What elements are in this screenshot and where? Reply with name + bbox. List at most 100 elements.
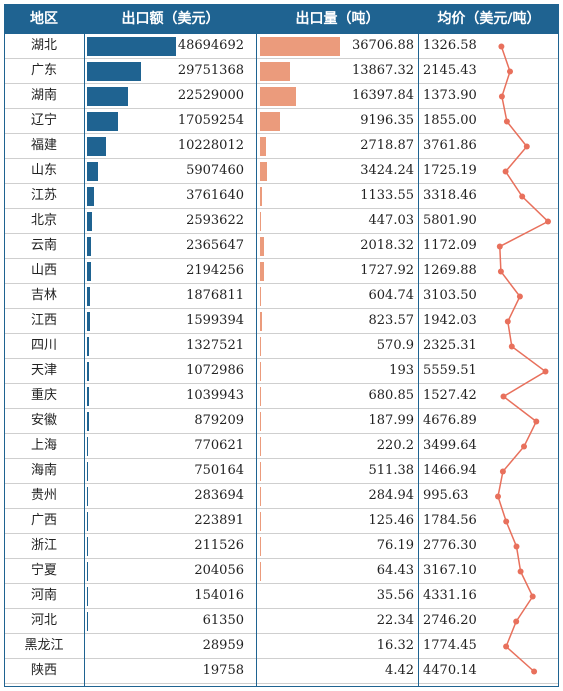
price-sparkline-line: [497, 46, 550, 673]
export-value-cell: 1876811: [186, 288, 244, 303]
export-qty-cell: 187.99: [368, 413, 415, 428]
export-qty-cell: 570.9: [376, 338, 414, 353]
export-value-cell: 1599394: [186, 313, 244, 328]
export-value-cell: 1039943: [186, 388, 244, 403]
price-cell: 1942.03: [423, 313, 477, 328]
price-point: [508, 343, 515, 350]
region-cell: 浙江: [30, 538, 57, 553]
region-cell: 云南: [30, 238, 57, 253]
export-value-cell: 211526: [194, 538, 244, 553]
export-value-cell: 3761640: [186, 188, 244, 203]
export-qty-cell: 9196.35: [360, 113, 414, 128]
price-sparkline: [495, 43, 551, 675]
export-qty-cell: 823.57: [368, 313, 415, 328]
table-row: 江西 1599394 823.57 1942.03: [4, 309, 559, 334]
table-row: 宁夏 204056 64.43 3167.10: [4, 559, 559, 584]
export-qty-bar: [260, 312, 262, 331]
export-qty-cell: 13867.32: [351, 63, 414, 78]
export-qty-bar: [260, 62, 291, 81]
export-value-cell: 29751368: [177, 63, 244, 78]
export-value-cell: 223891: [194, 513, 244, 528]
export-value-bar: [87, 87, 129, 106]
price-point: [495, 493, 501, 500]
export-value-bar: [87, 237, 92, 256]
table-row: 辽宁 17059254 9196.35 1855.00: [4, 109, 559, 134]
export-qty-cell: 284.94: [368, 488, 415, 503]
export-value-bar: [87, 462, 89, 481]
export-qty-cell: 1727.92: [360, 263, 414, 278]
export-qty-cell: 64.43: [376, 563, 414, 578]
export-qty-cell: 604.74: [368, 288, 415, 303]
export-value-cell: 28959: [202, 638, 244, 653]
export-table: 地区 出口额（美元） 出口量（吨） 均价（美元/吨） 湖北 48694692 367…: [4, 4, 559, 687]
export-qty-cell: 220.2: [376, 438, 414, 453]
export-qty-bar: [260, 287, 262, 306]
header-price: 均价（美元/吨）: [437, 11, 541, 27]
price-cell: 2325.31: [423, 338, 477, 353]
column-divider: [84, 34, 85, 687]
price-point: [529, 593, 536, 600]
table-row: 四川 1327521 570.9 2325.31: [4, 334, 559, 359]
price-point: [503, 118, 510, 125]
price-point: [504, 318, 511, 325]
export-value-bar: [87, 387, 89, 406]
price-cell: 1172.09: [423, 238, 477, 253]
export-value-bar: [87, 487, 88, 506]
table-row: 陕西 19758 4.42 4470.14: [4, 659, 559, 684]
price-cell: 4470.14: [423, 663, 477, 678]
table-row: 北京 2593622 447.03 5801.90: [4, 209, 559, 234]
export-value-bar: [87, 62, 142, 81]
export-value-cell: 770621: [194, 438, 244, 453]
export-value-cell: 48694692: [177, 38, 244, 53]
export-qty-cell: 4.42: [385, 663, 414, 678]
export-qty-bar: [260, 37, 340, 56]
export-qty-bar: [260, 212, 261, 231]
price-point: [523, 143, 530, 150]
export-qty-bar: [260, 112, 281, 131]
table-row: 浙江 211526 76.19 2776.30: [4, 534, 559, 559]
region-cell: 广东: [30, 63, 57, 78]
export-qty-bar: [260, 462, 262, 481]
table-row: 河南 154016 35.56 4331.16: [4, 584, 559, 609]
region-cell: 北京: [30, 213, 57, 228]
table-row: 天津 1072986 193 5559.51: [4, 359, 559, 384]
export-value-bar: [87, 412, 89, 431]
export-value-cell: 750164: [194, 463, 244, 478]
price-cell: 2746.20: [423, 613, 477, 628]
price-cell: 1326.58: [423, 38, 477, 53]
export-value-cell: 22529000: [177, 88, 244, 103]
price-point: [533, 418, 540, 425]
region-cell: 河北: [30, 613, 57, 628]
export-value-bar: [87, 337, 90, 356]
export-qty-bar: [260, 237, 265, 256]
price-point: [513, 543, 520, 550]
price-point: [507, 68, 513, 75]
export-value-bar: [87, 437, 89, 456]
price-point: [542, 368, 549, 375]
export-qty-bar: [260, 87, 296, 106]
table-row: 吉林 1876811 604.74 3103.50: [4, 284, 559, 309]
region-cell: 湖南: [30, 88, 57, 103]
price-cell: 1466.94: [423, 463, 477, 478]
price-point: [521, 443, 527, 450]
region-cell: 福建: [30, 138, 57, 153]
region-cell: 山东: [30, 163, 57, 178]
price-point: [502, 168, 509, 175]
export-qty-cell: 511.38: [368, 463, 415, 478]
region-cell: 四川: [30, 338, 57, 353]
price-point: [497, 268, 504, 275]
price-cell: 4676.89: [423, 413, 477, 428]
region-cell: 辽宁: [30, 113, 57, 128]
export-value-bar: [87, 37, 176, 56]
price-cell: 3761.86: [423, 138, 477, 153]
export-qty-bar: [260, 137, 266, 156]
export-qty-cell: 16397.84: [351, 88, 414, 103]
price-point: [499, 468, 506, 475]
price-point: [500, 393, 507, 400]
price-cell: 995.63: [423, 488, 469, 503]
export-value-bar: [87, 137, 106, 156]
price-cell: 2145.43: [423, 63, 477, 78]
price-cell: 1527.42: [423, 388, 477, 403]
export-qty-cell: 16.32: [376, 638, 414, 653]
price-cell: 5559.51: [423, 363, 477, 378]
